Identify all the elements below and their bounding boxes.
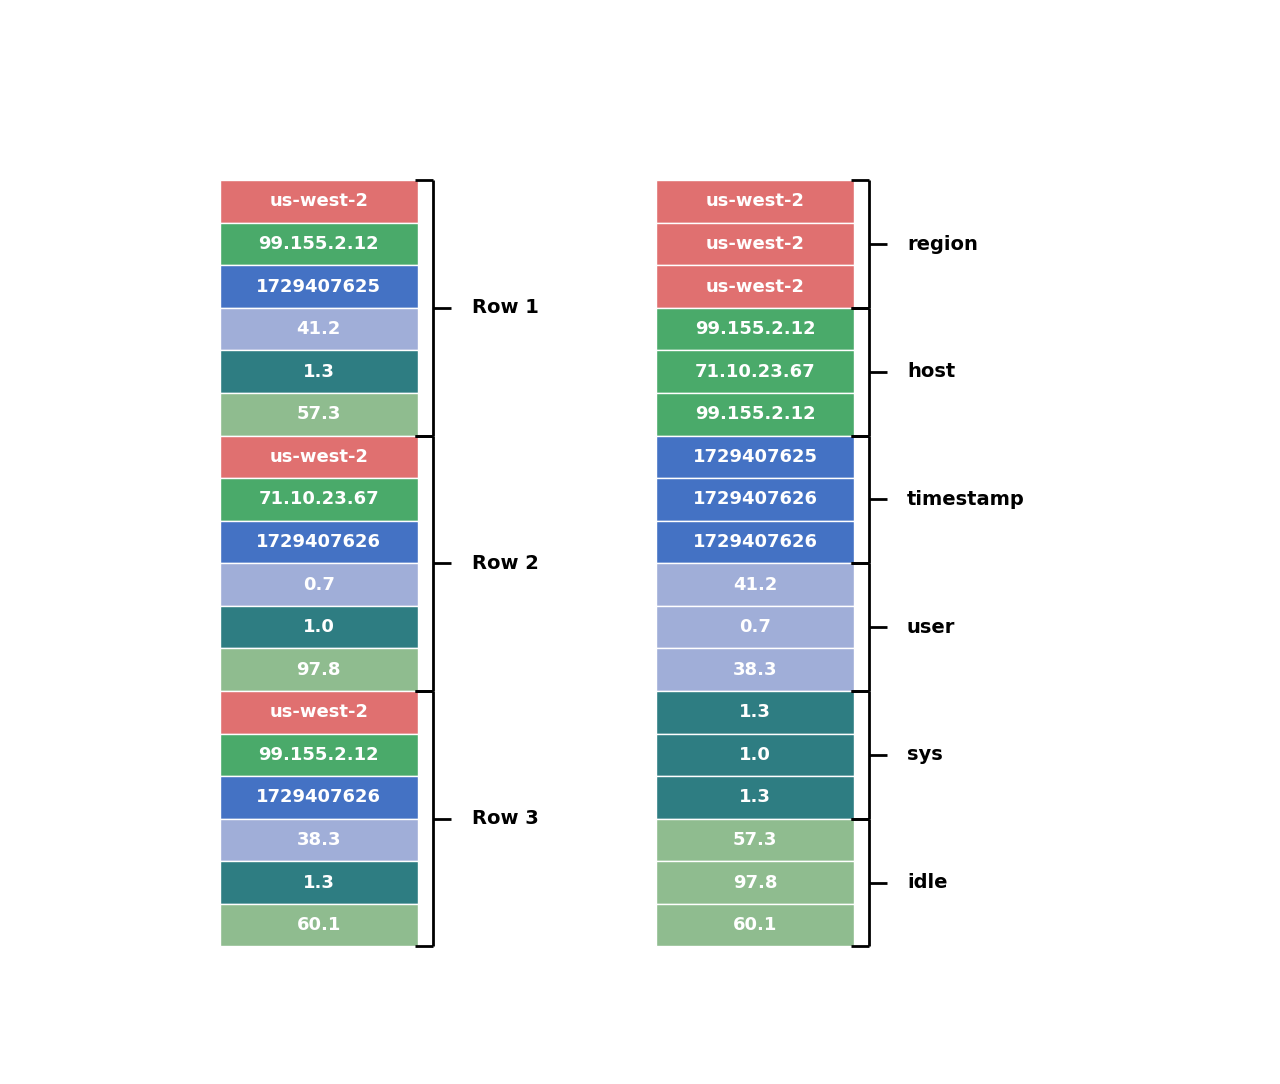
Text: 57.3: 57.3: [733, 831, 777, 849]
FancyBboxPatch shape: [657, 734, 855, 776]
FancyBboxPatch shape: [657, 393, 855, 436]
FancyBboxPatch shape: [657, 436, 855, 478]
Text: us-west-2: us-west-2: [705, 193, 805, 210]
Text: 1.0: 1.0: [303, 618, 334, 636]
FancyBboxPatch shape: [220, 308, 417, 350]
Text: 1729407626: 1729407626: [256, 533, 381, 551]
FancyBboxPatch shape: [657, 350, 855, 393]
FancyBboxPatch shape: [220, 648, 417, 691]
Text: 38.3: 38.3: [297, 831, 340, 849]
FancyBboxPatch shape: [657, 606, 855, 648]
FancyBboxPatch shape: [657, 266, 855, 308]
Text: 1729407626: 1729407626: [692, 490, 818, 508]
Text: Row 2: Row 2: [472, 554, 539, 572]
Text: region: region: [908, 234, 978, 254]
FancyBboxPatch shape: [657, 691, 855, 734]
FancyBboxPatch shape: [220, 564, 417, 606]
FancyBboxPatch shape: [220, 478, 417, 520]
FancyBboxPatch shape: [220, 606, 417, 648]
Text: 99.155.2.12: 99.155.2.12: [695, 320, 815, 338]
Text: us-west-2: us-west-2: [269, 193, 369, 210]
Text: 99.155.2.12: 99.155.2.12: [695, 405, 815, 423]
Text: 71.10.23.67: 71.10.23.67: [259, 490, 379, 508]
Text: us-west-2: us-west-2: [269, 448, 369, 466]
FancyBboxPatch shape: [220, 393, 417, 436]
FancyBboxPatch shape: [657, 776, 855, 818]
FancyBboxPatch shape: [657, 564, 855, 606]
FancyBboxPatch shape: [220, 904, 417, 946]
Text: 1729407625: 1729407625: [256, 278, 381, 296]
Text: 1.3: 1.3: [740, 704, 771, 721]
FancyBboxPatch shape: [657, 648, 855, 691]
Text: idle: idle: [908, 873, 947, 892]
Text: 60.1: 60.1: [297, 916, 340, 934]
FancyBboxPatch shape: [657, 222, 855, 266]
FancyBboxPatch shape: [220, 350, 417, 393]
Text: 97.8: 97.8: [297, 661, 340, 679]
Text: 1729407626: 1729407626: [256, 788, 381, 806]
Text: 60.1: 60.1: [733, 916, 777, 934]
FancyBboxPatch shape: [220, 691, 417, 734]
Text: sys: sys: [908, 746, 943, 764]
Text: 1.3: 1.3: [740, 788, 771, 806]
FancyBboxPatch shape: [220, 180, 417, 222]
FancyBboxPatch shape: [220, 436, 417, 478]
Text: 1729407626: 1729407626: [692, 533, 818, 551]
Text: Row 1: Row 1: [472, 298, 539, 318]
FancyBboxPatch shape: [657, 818, 855, 862]
FancyBboxPatch shape: [657, 180, 855, 222]
Text: us-west-2: us-west-2: [705, 278, 805, 296]
Text: 71.10.23.67: 71.10.23.67: [695, 363, 815, 380]
Text: 1.0: 1.0: [740, 746, 771, 764]
FancyBboxPatch shape: [220, 862, 417, 904]
Text: 41.2: 41.2: [733, 576, 777, 594]
Text: user: user: [908, 618, 955, 636]
FancyBboxPatch shape: [657, 308, 855, 350]
FancyBboxPatch shape: [220, 222, 417, 266]
Text: Row 3: Row 3: [472, 809, 539, 828]
FancyBboxPatch shape: [657, 520, 855, 564]
Text: 97.8: 97.8: [733, 874, 777, 891]
FancyBboxPatch shape: [220, 734, 417, 776]
Text: 0.7: 0.7: [740, 618, 771, 636]
Text: 99.155.2.12: 99.155.2.12: [259, 235, 379, 253]
Text: 0.7: 0.7: [303, 576, 334, 594]
Text: 41.2: 41.2: [297, 320, 340, 338]
FancyBboxPatch shape: [220, 266, 417, 308]
FancyBboxPatch shape: [657, 904, 855, 946]
Text: 1.3: 1.3: [303, 874, 334, 891]
Text: timestamp: timestamp: [908, 490, 1025, 508]
Text: us-west-2: us-west-2: [705, 235, 805, 253]
Text: host: host: [908, 362, 955, 382]
FancyBboxPatch shape: [657, 862, 855, 904]
Text: 1729407625: 1729407625: [692, 448, 818, 466]
Text: us-west-2: us-west-2: [269, 704, 369, 721]
Text: 57.3: 57.3: [297, 405, 340, 423]
Text: 99.155.2.12: 99.155.2.12: [259, 746, 379, 764]
FancyBboxPatch shape: [657, 478, 855, 520]
Text: 38.3: 38.3: [733, 661, 777, 679]
FancyBboxPatch shape: [220, 776, 417, 818]
Text: 1.3: 1.3: [303, 363, 334, 380]
FancyBboxPatch shape: [220, 520, 417, 564]
FancyBboxPatch shape: [220, 818, 417, 862]
